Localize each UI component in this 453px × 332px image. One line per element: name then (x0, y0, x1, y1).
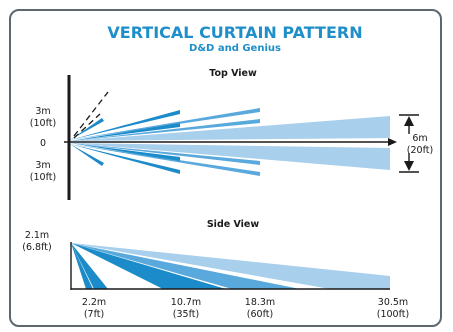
side-beam-35ft (71, 243, 226, 289)
side-beam-7ft (71, 243, 108, 289)
side-distance-4-ft: (100ft) (377, 309, 409, 320)
side-view-label: Side View (207, 219, 260, 230)
top-dashed-line-2 (73, 113, 101, 139)
side-height-ft: (6.8ft) (22, 242, 51, 253)
side-distance-3-ft: (60ft) (247, 309, 273, 320)
width-dim-ft: (20ft) (407, 145, 433, 156)
top-beam-short-upper-2 (70, 123, 180, 141)
top-beam-mid-lower-2 (70, 144, 260, 176)
top-view-label: Top View (209, 68, 257, 79)
top-beam-short-upper-1 (70, 110, 180, 140)
side-beam-near (71, 243, 93, 289)
top-beam-mid-upper-2 (70, 119, 260, 141)
top-beam-short-lower-1 (70, 143, 180, 161)
side-distance-1-m: 2.2m (82, 297, 106, 308)
side-height-m: 2.1m (25, 230, 49, 241)
top-lower-distance-m: 3m (35, 160, 50, 171)
side-distance-1-ft: (7ft) (84, 309, 104, 320)
top-beam-short-lower-2 (70, 144, 180, 174)
top-lower-distance-ft: (10ft) (30, 172, 56, 183)
side-distance-2-m: 10.7m (171, 297, 201, 308)
top-beam-mid-upper-1 (70, 108, 260, 140)
side-distance-3-m: 18.3m (245, 297, 275, 308)
top-upper-distance-m: 3m (35, 106, 50, 117)
top-beam-near-lower (70, 144, 104, 166)
width-dim-m: 6m (412, 133, 427, 144)
width-dim-arrow-up (404, 116, 414, 126)
diagram-subtitle: D&D and Genius (189, 43, 281, 54)
top-dashed-line-1 (73, 91, 109, 137)
width-dim-arrow-down (404, 161, 414, 171)
top-center-arrowhead (388, 138, 397, 146)
top-beam-far-upper (70, 116, 390, 141)
top-upper-distance-ft: (10ft) (30, 118, 56, 129)
side-distance-2-ft: (35ft) (173, 309, 199, 320)
top-beam-far-lower (70, 143, 390, 170)
top-beam-mid-lower-1 (70, 143, 260, 165)
diagram-title: VERTICAL CURTAIN PATTERN (107, 23, 362, 42)
top-center-zero-label: 0 (40, 138, 46, 149)
side-distance-4-m: 30.5m (378, 297, 408, 308)
side-beam-60ft (71, 243, 300, 289)
side-beam-100ft (71, 243, 390, 289)
